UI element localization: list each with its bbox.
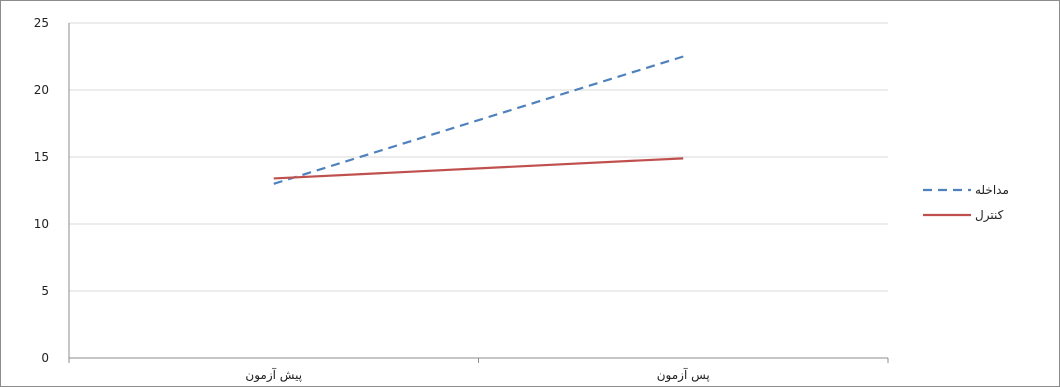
y-tick-label: 10 [34,217,49,231]
x-tick-label: پس آزمون [657,367,710,383]
y-tick-label: 0 [41,351,49,365]
y-tick-label: 25 [34,16,49,30]
legend-label: مداخله [975,183,1009,197]
y-tick-label: 5 [41,284,49,298]
y-tick-label: 20 [34,83,49,97]
legend-label: کنترل [975,208,1004,223]
series-line-1 [273,157,684,180]
x-tick-label: پیش آزمون [245,367,302,383]
series-line-0 [273,55,684,185]
y-tick-label: 15 [34,150,49,164]
